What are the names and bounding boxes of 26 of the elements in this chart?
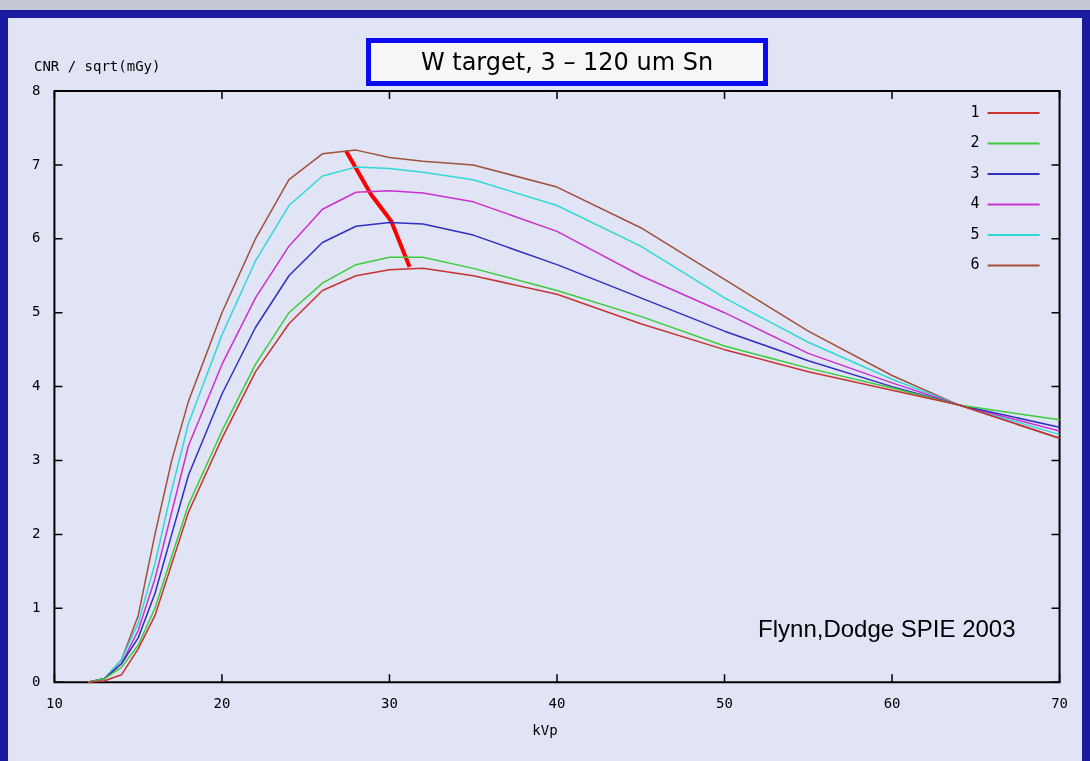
y-axis-title: CNR / sqrt(mGy) [34, 58, 161, 74]
y-tick-label: 5 [31, 303, 41, 320]
y-tick-label: 0 [31, 672, 41, 689]
legend-label: 2 [970, 133, 980, 152]
x-tick-label: 40 [548, 695, 566, 712]
y-tick-label: 3 [31, 451, 41, 468]
x-tick-label: 10 [46, 695, 63, 712]
legend-label: 6 [970, 255, 980, 274]
legend-label: 5 [970, 224, 980, 243]
y-tick-label: 6 [31, 229, 41, 246]
y-tick-label: 2 [31, 525, 41, 542]
annotation: Flynn,Dodge SPIE 2003 [758, 615, 1016, 643]
y-tick-label: 7 [31, 155, 41, 172]
x-tick-label: 20 [213, 695, 231, 712]
y-tick-label: 8 [31, 81, 41, 98]
chart-title: W target, 3 – 120 um Sn [366, 38, 768, 86]
x-tick-label: 60 [883, 695, 901, 712]
legend-label: 3 [970, 163, 980, 182]
x-axis-title: kVp [531, 722, 559, 738]
legend-label: 1 [970, 102, 980, 121]
legend-label: 4 [970, 194, 980, 213]
y-tick-label: 1 [31, 598, 41, 615]
x-tick-label: 50 [716, 695, 733, 712]
y-tick-label: 4 [31, 377, 41, 394]
x-tick-label: 70 [1051, 695, 1068, 712]
x-tick-label: 30 [381, 695, 398, 712]
